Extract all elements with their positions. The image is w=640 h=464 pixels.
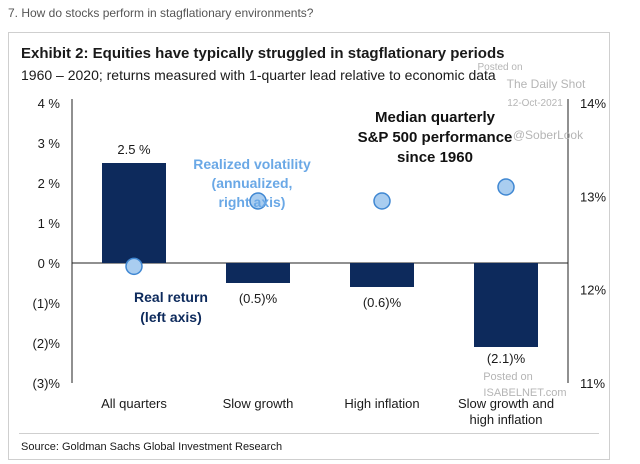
bar-value-label: 2.5 % xyxy=(117,142,151,157)
left-tick-label: (2)% xyxy=(33,336,61,351)
left-tick-label: 3 % xyxy=(38,136,61,151)
real-return-annotation: Real return xyxy=(134,289,208,305)
median-annotation: since 1960 xyxy=(397,149,473,166)
volatility-annotation: right axis) xyxy=(219,194,286,210)
right-tick-label: 14% xyxy=(580,96,606,111)
bar-value-label: (2.1)% xyxy=(487,351,526,366)
watermark-text: Posted on xyxy=(477,62,522,73)
category-label: Slow growth and xyxy=(458,396,554,411)
left-tick-label: (1)% xyxy=(33,296,61,311)
median-annotation: Median quarterly xyxy=(375,109,496,126)
volatility-point xyxy=(125,257,143,276)
category-label: high inflation xyxy=(470,412,543,427)
category-label: High inflation xyxy=(344,396,419,411)
watermark-text: @SoberLook xyxy=(513,128,584,142)
category-label: All quarters xyxy=(101,396,167,411)
watermark-text: The Daily Shot xyxy=(507,77,586,91)
volatility-point xyxy=(497,178,515,196)
left-tick-label: 1 % xyxy=(38,216,61,231)
watermark-text: ISABELNET.com xyxy=(483,387,566,399)
chart-source: Source: Goldman Sachs Global Investment … xyxy=(21,441,283,453)
volatility-annotation: (annualized, xyxy=(212,175,293,191)
median-annotation: S&P 500 performance xyxy=(358,129,513,146)
volatility-point xyxy=(249,192,267,210)
volatility-annotation: Realized volatility xyxy=(193,156,311,172)
bar-value-label: (0.5)% xyxy=(239,291,278,306)
bar-real-return xyxy=(350,263,414,287)
right-tick-label: 11% xyxy=(580,376,605,391)
bar-real-return xyxy=(474,263,538,347)
right-tick-label: 13% xyxy=(580,189,606,204)
watermark-text: 12-Oct-2021 xyxy=(507,98,563,109)
volatility-point xyxy=(373,192,391,210)
left-tick-label: 0 % xyxy=(38,256,61,271)
bar-real-return xyxy=(226,263,290,283)
watermark-text: Posted on xyxy=(483,371,533,383)
question-heading: 7. How do stocks perform in stagflationa… xyxy=(8,6,314,20)
source-divider xyxy=(19,433,599,434)
chart-title: Exhibit 2: Equities have typically strug… xyxy=(21,45,505,62)
left-tick-label: (3)% xyxy=(33,376,61,391)
bar-value-label: (0.6)% xyxy=(363,295,402,310)
chart-subtitle: 1960 – 2020; returns measured with 1-qua… xyxy=(21,67,496,83)
bar-real-return xyxy=(102,163,166,263)
left-tick-label: 2 % xyxy=(38,176,61,191)
left-tick-label: 4 % xyxy=(38,96,61,111)
category-label: Slow growth xyxy=(223,396,294,411)
real-return-annotation: (left axis) xyxy=(140,309,201,325)
right-tick-label: 12% xyxy=(580,283,606,298)
